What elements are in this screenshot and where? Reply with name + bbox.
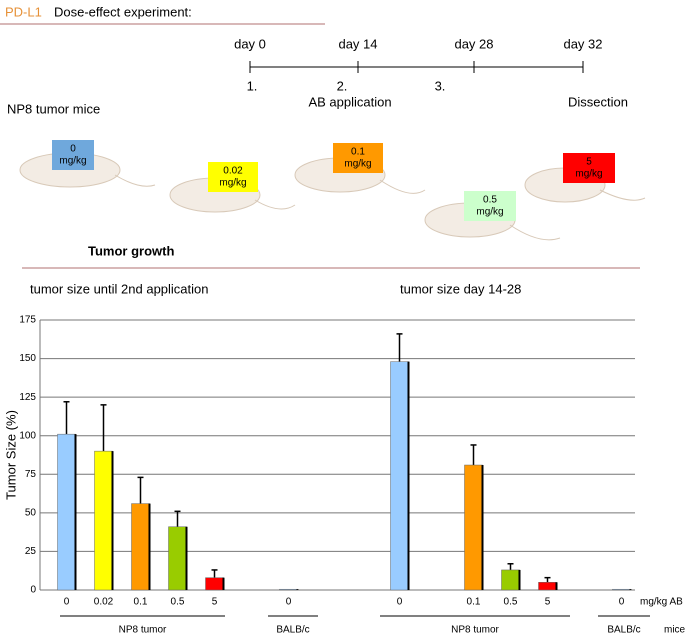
- y-tick-label: 100: [19, 430, 36, 441]
- x-tick-label: 0.1: [467, 597, 481, 608]
- x-tick-label: 0.5: [504, 597, 518, 608]
- dose-value: 0.1: [351, 147, 365, 158]
- subtitle: tumor size until 2nd application: [30, 281, 209, 296]
- y-tick-label: 25: [25, 546, 37, 557]
- dissection-label: Dissection: [568, 94, 628, 109]
- x-tick-label: 0.5: [171, 597, 185, 608]
- tag: PD-L1: [5, 4, 42, 19]
- bar: [279, 588, 298, 591]
- step-label: 2.: [337, 78, 348, 93]
- dose-value: 5: [586, 157, 592, 168]
- bar: [390, 361, 409, 591]
- x-tick-label: 0: [286, 597, 292, 608]
- y-tick-label: 0: [30, 585, 36, 596]
- mice: [19, 152, 646, 241]
- section-title: Tumor growth: [88, 243, 174, 258]
- bar: [538, 582, 557, 591]
- dose-value: 0: [70, 144, 76, 155]
- day-label: day 32: [563, 36, 602, 51]
- bar: [131, 503, 150, 591]
- bar: [501, 569, 520, 591]
- application-label: AB application: [308, 94, 391, 109]
- day-label: day 0: [234, 36, 266, 51]
- dose-unit: mg/kg: [476, 207, 503, 218]
- x-tick-label: 5: [545, 597, 551, 608]
- group-axis-label: mice: [664, 625, 686, 636]
- group-label: NP8 tumor: [119, 625, 167, 636]
- x-tick-label: 0.02: [94, 597, 114, 608]
- bar: [94, 450, 113, 591]
- group-label: BALB/c: [276, 625, 309, 636]
- dose-box: [208, 162, 258, 192]
- bar: [612, 588, 631, 591]
- step-label: 1.: [247, 78, 258, 93]
- dose-unit: mg/kg: [219, 178, 246, 189]
- y-tick-label: 75: [25, 469, 37, 480]
- group-label: BALB/c: [607, 625, 640, 636]
- y-tick-label: 175: [19, 315, 36, 326]
- dose-box: [333, 143, 383, 173]
- dose-box: [563, 153, 615, 183]
- group-label: NP8 tumor: [451, 625, 499, 636]
- mice-label: NP8 tumor mice: [7, 101, 100, 116]
- day-label: day 28: [454, 36, 493, 51]
- bar: [464, 464, 483, 591]
- step-label: 3.: [435, 78, 446, 93]
- x-tick-label: 0: [397, 597, 403, 608]
- y-axis-label: Tumor Size (%): [3, 410, 18, 500]
- subtitle: tumor size day 14-28: [400, 281, 521, 296]
- dose-value: 0.02: [223, 166, 243, 177]
- header-title: Dose-effect experiment:: [54, 4, 192, 19]
- dose-unit: mg/kg: [59, 156, 86, 167]
- dose-unit: mg/kg: [575, 169, 602, 180]
- dose-unit: mg/kg: [344, 159, 371, 170]
- y-tick-label: 50: [25, 507, 37, 518]
- x-tick-label: 0: [619, 597, 625, 608]
- x-tick-label: 5: [212, 597, 218, 608]
- dose-value: 0.5: [483, 195, 497, 206]
- x-tick-label: 0: [64, 597, 70, 608]
- dose-box: [52, 140, 94, 170]
- y-tick-label: 125: [19, 392, 36, 403]
- bar: [57, 433, 76, 591]
- bar: [168, 526, 187, 591]
- y-tick-label: 150: [19, 353, 36, 364]
- day-label: day 14: [338, 36, 377, 51]
- x-unit-label: mg/kg AB: [640, 597, 683, 608]
- bar: [205, 577, 224, 591]
- x-tick-label: 0.1: [134, 597, 148, 608]
- dose-box: [464, 191, 516, 221]
